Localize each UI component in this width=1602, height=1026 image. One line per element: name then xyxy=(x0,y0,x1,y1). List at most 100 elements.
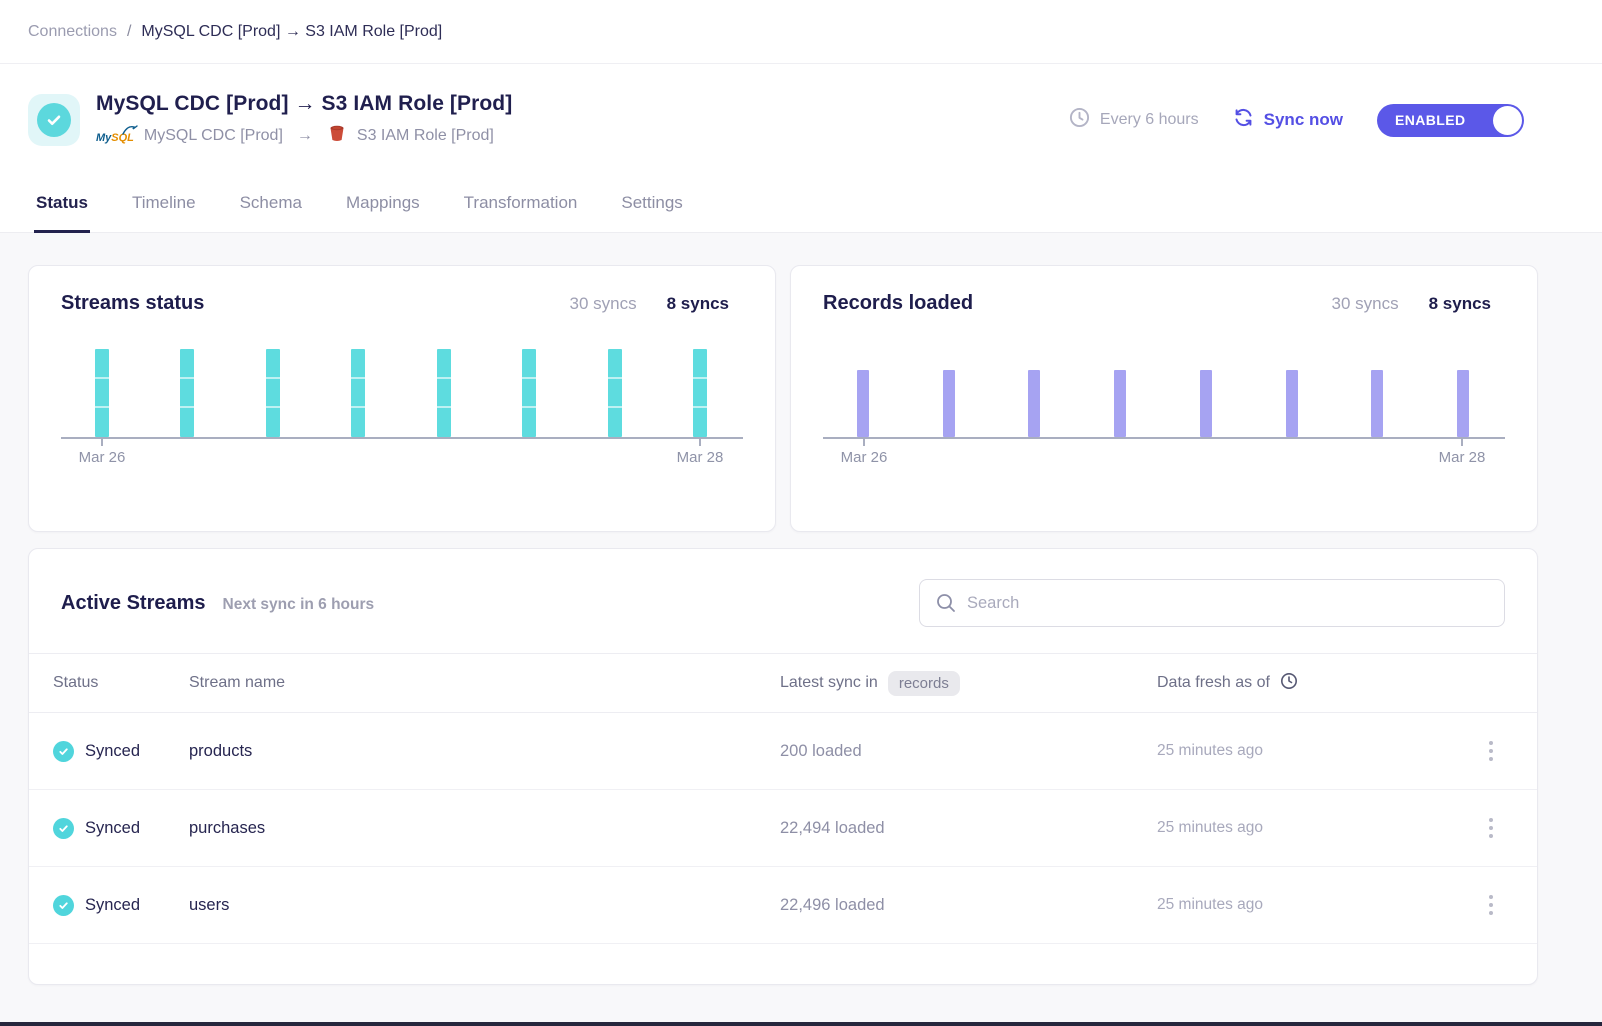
toggle-label: ENABLED xyxy=(1395,112,1466,128)
tab-schema[interactable]: Schema xyxy=(239,193,302,212)
s3-bucket-icon xyxy=(327,123,347,148)
filter-30-syncs[interactable]: 30 syncs xyxy=(1331,294,1399,313)
sync-now-button[interactable]: Sync now xyxy=(1233,107,1343,133)
filter-30-syncs[interactable]: 30 syncs xyxy=(569,294,637,313)
refresh-icon xyxy=(1233,107,1254,133)
sync-range-filters: 30 syncs 8 syncs xyxy=(1332,294,1505,314)
streams-status-bar[interactable] xyxy=(692,349,707,437)
records-loaded-card: Records loaded 30 syncs 8 syncs Mar 26 M… xyxy=(790,265,1538,532)
destination-name[interactable]: S3 IAM Role [Prod] xyxy=(356,126,494,144)
streams-status-bar[interactable] xyxy=(607,349,622,437)
next-sync-label: Next sync in 6 hours xyxy=(222,595,375,613)
status-badge: Synced xyxy=(85,818,141,837)
streams-status-bar[interactable] xyxy=(522,349,537,437)
sync-range-filters: 30 syncs 8 syncs xyxy=(570,294,743,314)
records-loaded-title: Records loaded xyxy=(823,292,974,314)
header-actions: Every 6 hours Sync now ENABLED xyxy=(1069,103,1524,137)
records-unit-badge[interactable]: records xyxy=(887,670,960,696)
col-latest-sync: Latest sync in xyxy=(780,674,878,691)
data-fresh-value: 25 minutes ago xyxy=(1157,896,1263,913)
table-row-users[interactable]: Synced users 22,496 loaded 25 minutes ag… xyxy=(29,867,1537,944)
row-menu-button[interactable] xyxy=(1477,736,1505,766)
col-stream-name: Stream name xyxy=(189,674,286,691)
streams-status-bar[interactable] xyxy=(95,349,109,437)
tab-settings[interactable]: Settings xyxy=(621,193,683,212)
search-icon xyxy=(935,592,957,619)
table-row-products[interactable]: Synced products 200 loaded 25 minutes ag… xyxy=(29,713,1537,790)
records-loaded-value: 200 loaded xyxy=(780,741,862,760)
records-loaded-bar[interactable] xyxy=(1028,370,1041,437)
row-menu-button[interactable] xyxy=(1477,813,1505,843)
x-tick-label-start: Mar 26 xyxy=(840,449,888,466)
stream-name[interactable]: users xyxy=(189,895,230,914)
streams-status-bar[interactable] xyxy=(265,349,280,437)
mysql-logo-icon: My SQL xyxy=(96,125,138,144)
streams-status-bars xyxy=(95,323,707,437)
x-axis xyxy=(61,437,743,439)
tab-mappings[interactable]: Mappings xyxy=(345,193,420,212)
row-menu-button[interactable] xyxy=(1477,890,1505,920)
clock-icon xyxy=(1280,672,1298,695)
x-tick xyxy=(1461,439,1463,446)
connection-titles: MySQL CDC [Prod] → S3 IAM Role [Prod] My… xyxy=(96,92,512,148)
connection-header: MySQL CDC [Prod] → S3 IAM Role [Prod] My… xyxy=(0,64,1602,176)
tab-status[interactable]: Status xyxy=(34,176,90,233)
records-loaded-bar[interactable] xyxy=(1199,370,1212,437)
records-loaded-bar[interactable] xyxy=(1456,370,1469,437)
active-streams-title: Active Streams xyxy=(61,591,206,614)
clock-icon xyxy=(1069,107,1090,133)
streams-status-bar[interactable] xyxy=(351,349,366,437)
records-loaded-value: 22,494 loaded xyxy=(780,818,885,837)
connection-tabs: Status Timeline Schema Mappings Transfor… xyxy=(0,176,1602,233)
table-row-purchases[interactable]: Synced purchases 22,494 loaded 25 minute… xyxy=(29,790,1537,867)
stream-search xyxy=(919,579,1505,627)
x-tick-label-start: Mar 26 xyxy=(78,449,126,466)
status-badge: Synced xyxy=(85,741,141,760)
breadcrumb-connections-link[interactable]: Connections xyxy=(28,22,117,40)
active-streams-card: Active Streams Next sync in 6 hours Stat… xyxy=(28,548,1538,985)
breadcrumb: Connections / MySQL CDC [Prod] → S3 IAM … xyxy=(0,0,1602,64)
tab-transformation[interactable]: Transformation xyxy=(463,193,578,212)
charts-row: Streams status 30 syncs 8 syncs Mar 26 M… xyxy=(28,265,1538,532)
synced-check-icon xyxy=(53,894,74,916)
status-tab-content: Streams status 30 syncs 8 syncs Mar 26 M… xyxy=(0,233,1602,1026)
data-fresh-value: 25 minutes ago xyxy=(1157,819,1263,836)
records-loaded-bars xyxy=(857,323,1469,437)
filter-8-syncs[interactable]: 8 syncs xyxy=(666,294,729,313)
col-status: Status xyxy=(53,674,99,691)
records-loaded-bar[interactable] xyxy=(942,370,955,437)
records-loaded-value: 22,496 loaded xyxy=(780,895,885,914)
records-loaded-bar[interactable] xyxy=(1114,370,1127,437)
search-input[interactable] xyxy=(919,579,1505,627)
enabled-toggle[interactable]: ENABLED xyxy=(1377,103,1524,137)
sync-schedule: Every 6 hours xyxy=(1069,107,1199,133)
records-loaded-bar[interactable] xyxy=(857,370,869,437)
stream-name[interactable]: products xyxy=(189,741,253,760)
sync-now-label: Sync now xyxy=(1263,110,1343,129)
breadcrumb-separator: / xyxy=(126,22,132,40)
schedule-label: Every 6 hours xyxy=(1099,111,1199,128)
arrow-icon: → xyxy=(296,126,313,144)
tab-timeline[interactable]: Timeline xyxy=(131,193,196,212)
x-axis xyxy=(823,437,1505,439)
col-data-fresh: Data fresh as of xyxy=(1157,674,1270,691)
toggle-knob[interactable] xyxy=(1493,105,1522,135)
streams-status-bar[interactable] xyxy=(436,349,451,437)
x-tick xyxy=(101,439,103,446)
streams-status-bar[interactable] xyxy=(180,349,195,437)
check-circle-icon xyxy=(37,103,71,137)
records-loaded-bar[interactable] xyxy=(1371,370,1384,437)
status-badge: Synced xyxy=(85,895,141,914)
source-name[interactable]: MySQL CDC [Prod] xyxy=(143,126,283,144)
streams-status-title: Streams status xyxy=(61,292,205,314)
data-fresh-value: 25 minutes ago xyxy=(1157,742,1263,759)
synced-check-icon xyxy=(53,740,74,762)
stream-name[interactable]: purchases xyxy=(189,818,266,837)
streams-status-card: Streams status 30 syncs 8 syncs Mar 26 M… xyxy=(28,265,776,532)
streams-status-chart: Mar 26 Mar 28 xyxy=(61,323,743,481)
records-loaded-bar[interactable] xyxy=(1285,370,1298,437)
x-tick xyxy=(699,439,701,446)
filter-8-syncs[interactable]: 8 syncs xyxy=(1428,294,1491,313)
connection-status-avatar xyxy=(28,94,80,146)
records-loaded-chart: Mar 26 Mar 28 xyxy=(823,323,1505,481)
